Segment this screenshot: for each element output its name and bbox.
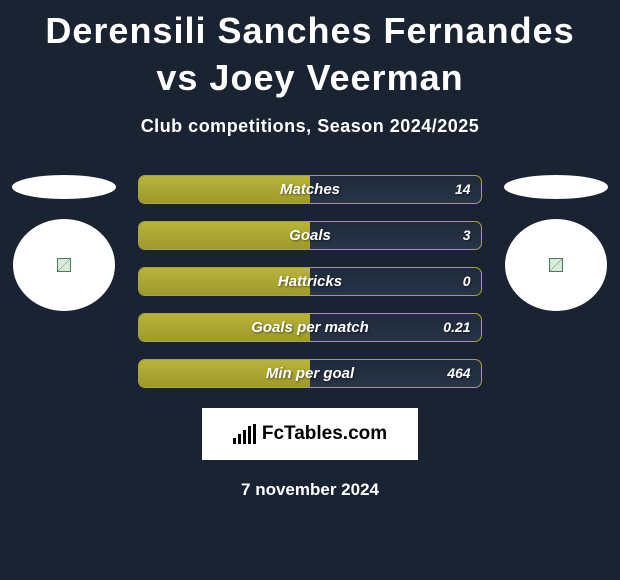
comparison-title: Derensili Sanches Fernandes vs Joey Veer… — [0, 0, 620, 102]
stat-label: Goals per match — [251, 319, 369, 336]
comparison-subtitle: Club competitions, Season 2024/2025 — [0, 116, 620, 137]
image-placeholder-icon — [549, 258, 563, 272]
stat-value-right: 464 — [447, 365, 470, 381]
stat-label: Goals — [289, 227, 331, 244]
stat-bar-hattricks: Hattricks 0 — [138, 267, 481, 296]
stat-bar-min-per-goal: Min per goal 464 — [138, 359, 481, 388]
player-right-shadow — [504, 175, 608, 199]
stat-bar-matches: Matches 14 — [138, 175, 481, 204]
fctables-logo[interactable]: FcTables.com — [202, 408, 418, 460]
player-left-column — [10, 175, 118, 311]
stat-value-right: 0.21 — [443, 319, 470, 335]
stat-label: Hattricks — [278, 273, 342, 290]
player-right-column — [502, 175, 610, 311]
stat-value-right: 3 — [463, 227, 471, 243]
comparison-content: Matches 14 Goals 3 Hattricks 0 Goals per… — [0, 175, 620, 388]
stat-label: Matches — [280, 181, 340, 198]
logo-text: FcTables.com — [262, 423, 387, 445]
stat-label: Min per goal — [266, 365, 354, 382]
player-left-avatar — [13, 219, 115, 311]
stat-value-right: 14 — [455, 181, 471, 197]
stat-value-right: 0 — [463, 273, 471, 289]
stats-bars: Matches 14 Goals 3 Hattricks 0 Goals per… — [138, 175, 481, 388]
bar-chart-icon — [233, 424, 256, 444]
stat-bar-goals-per-match: Goals per match 0.21 — [138, 313, 481, 342]
player-left-shadow — [12, 175, 116, 199]
stat-bar-left-fill — [139, 222, 310, 249]
image-placeholder-icon — [57, 258, 71, 272]
player-right-avatar — [505, 219, 607, 311]
snapshot-date: 7 november 2024 — [0, 480, 620, 500]
stat-bar-goals: Goals 3 — [138, 221, 481, 250]
